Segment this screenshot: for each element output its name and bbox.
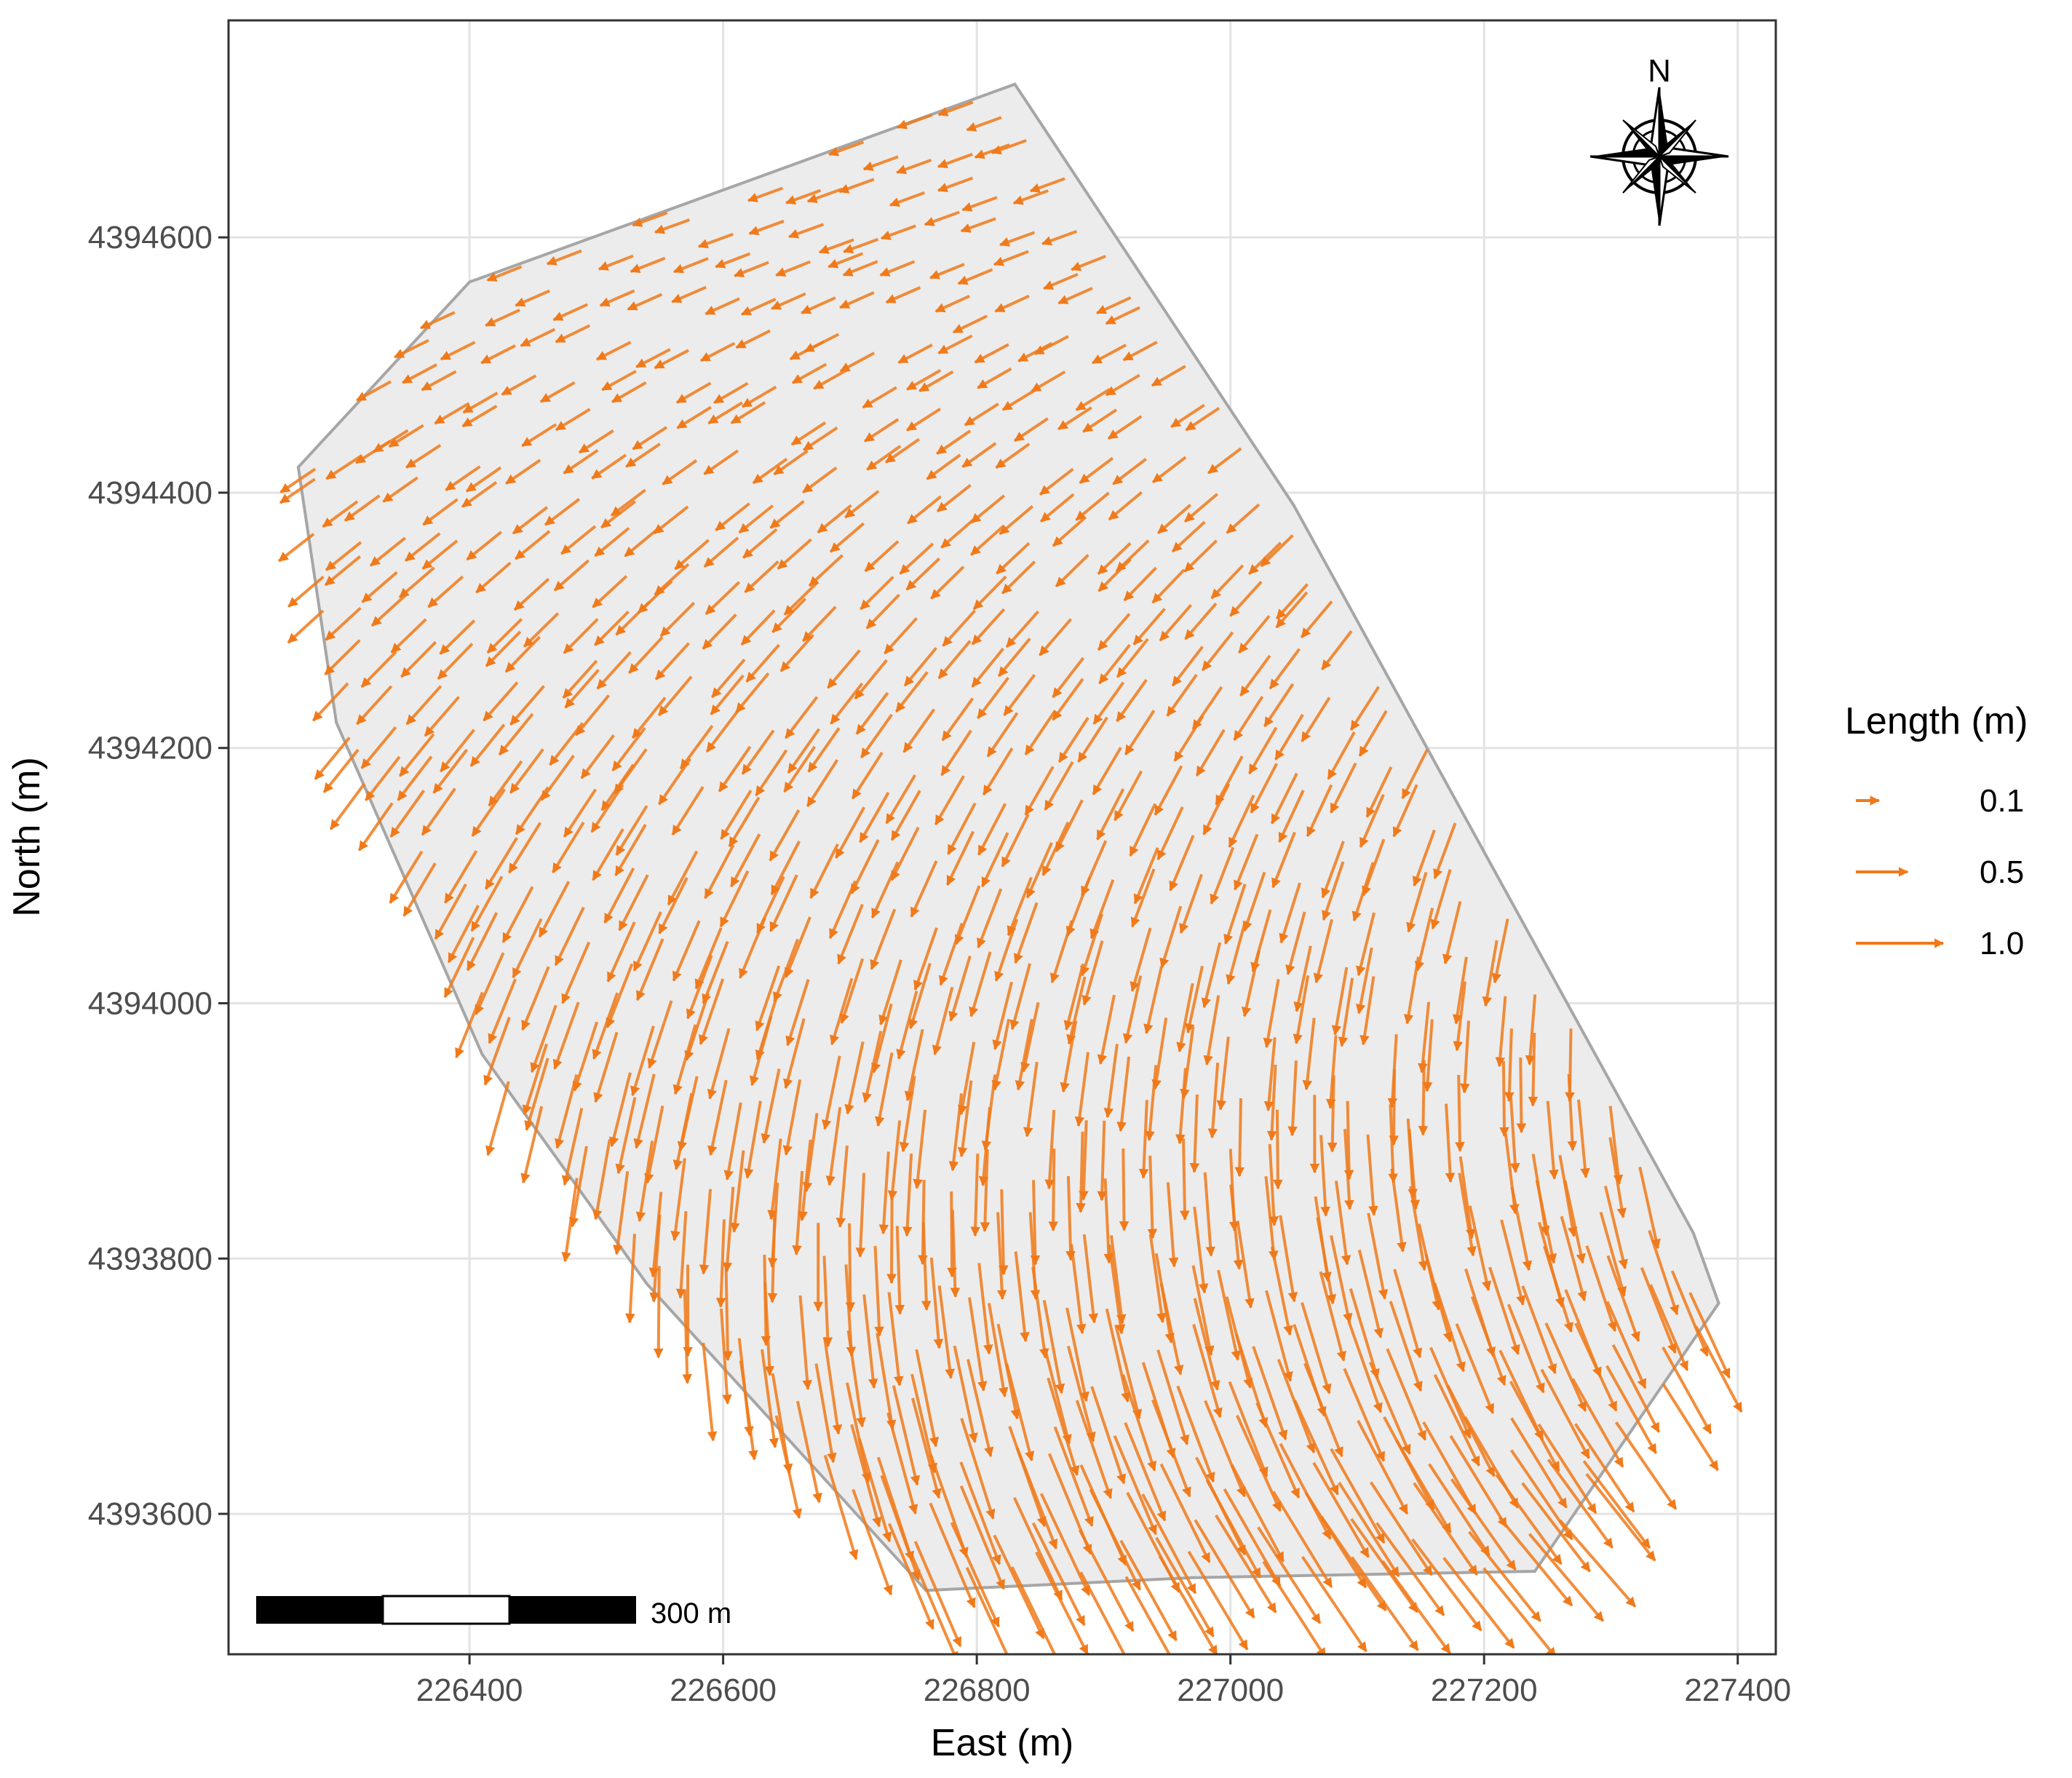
displacement-arrow (1183, 1138, 1185, 1219)
displacement-arrow (1520, 1057, 1521, 1132)
displacement-arrow (923, 1180, 924, 1264)
y-tick-label: 4394200 (88, 731, 213, 766)
y-tick-label: 4393600 (88, 1496, 213, 1532)
scale-bar-label: 300 m (651, 1598, 731, 1630)
displacement-arrow (1123, 1148, 1124, 1230)
x-axis: 226400 226600 226800 227000 227200 227400 (416, 1654, 1791, 1708)
displacement-arrow (726, 1269, 729, 1360)
north-label: N (1648, 53, 1671, 89)
displacement-arrow (1348, 1101, 1349, 1179)
legend: Length (m) 0.1 0.5 1.0 (1845, 700, 2028, 961)
displacement-arrow (1570, 1028, 1571, 1101)
x-tick-label: 226800 (924, 1672, 1031, 1708)
displacement-arrow (764, 1255, 766, 1345)
legend-label: 0.1 (1980, 783, 2024, 819)
displacement-arrow (849, 1223, 850, 1311)
displacement-arrow (1533, 1033, 1534, 1106)
y-tick-label: 4394400 (88, 475, 213, 511)
y-tick-label: 4394600 (88, 220, 213, 255)
displacement-arrow (1081, 1132, 1083, 1213)
x-tick-label: 227400 (1684, 1672, 1791, 1708)
displacement-arrow (1277, 1110, 1278, 1188)
scale-bar-segment (256, 1596, 383, 1624)
displacement-arrow (1053, 1148, 1054, 1230)
x-tick-label: 227000 (1177, 1672, 1284, 1708)
scale-bar-segment (509, 1596, 636, 1624)
displacement-arrow (1458, 1075, 1460, 1151)
y-axis: 4393600 4393800 4394000 4394200 4394400 43946… (88, 220, 229, 1532)
y-tick-label: 4393800 (88, 1241, 213, 1277)
legend-label: 0.5 (1980, 854, 2024, 890)
displacement-arrow (1239, 1098, 1241, 1176)
x-axis-label: East (m) (931, 1722, 1073, 1764)
legend-label: 1.0 (1980, 926, 2024, 961)
displacement-arrow (951, 1191, 952, 1277)
displacement-arrow (1001, 1189, 1004, 1274)
y-tick-label: 4394000 (88, 986, 213, 1022)
x-tick-label: 226400 (416, 1672, 523, 1708)
y-axis-label: North (m) (6, 757, 48, 917)
scale-bar-segment (383, 1596, 509, 1624)
legend-title: Length (m) (1845, 700, 2028, 742)
x-tick-label: 226600 (670, 1672, 777, 1708)
displacement-arrow (1033, 1180, 1036, 1264)
x-tick-label: 227200 (1431, 1672, 1538, 1708)
